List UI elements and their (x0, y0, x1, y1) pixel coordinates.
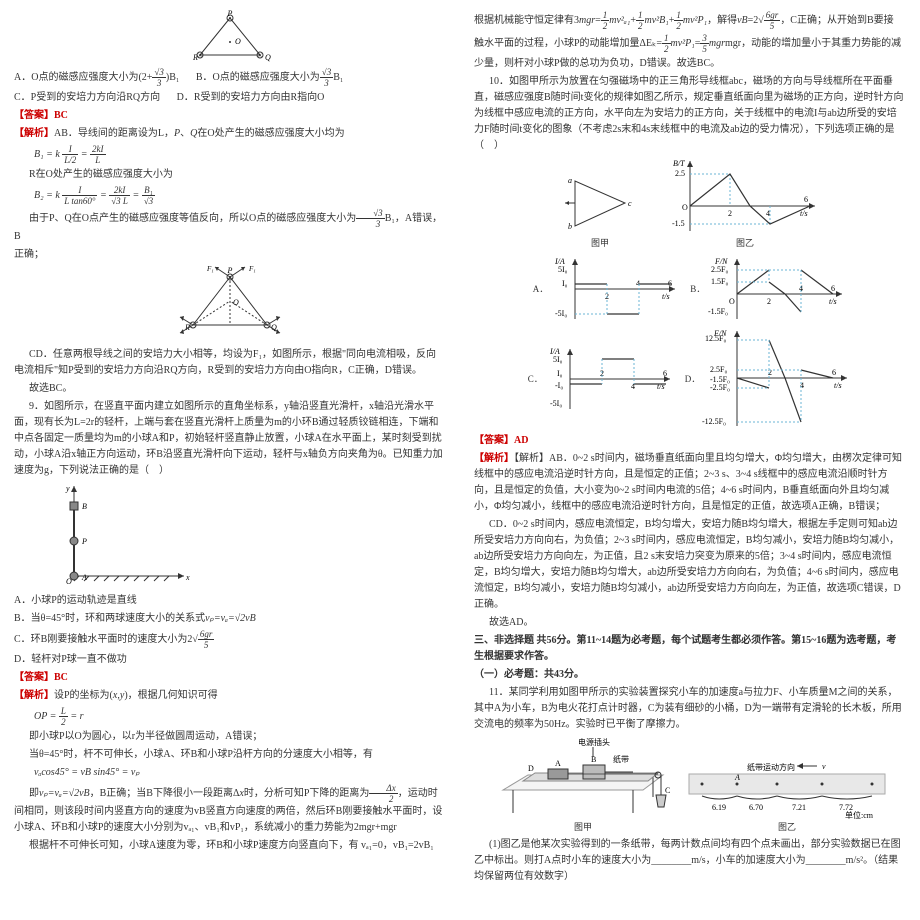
svg-text:纸带: 纸带 (613, 754, 629, 764)
q11-ask: (1)图乙是他某次实验得到的一条纸带，每两计数点间均有四个点未画出，部分实验数据… (474, 837, 906, 885)
section-3: 三、非选择题 共56分。第11~14题为必考题，每个试题考生都必须作答。第15~… (474, 633, 906, 665)
svg-text:2.5: 2.5 (675, 169, 685, 178)
q8-optB: B．O点的磁感应强度大小为 (196, 72, 320, 83)
svg-text:-12.5F₀: -12.5F₀ (702, 417, 726, 426)
fig-triangle-forces: P R Q O F₁F₁ (175, 265, 285, 345)
svg-text:6.19: 6.19 (712, 803, 726, 812)
chart-opt-B: F/Nt/s 2.5F₀1.5F₀ -1.5F₀ O 246 (707, 254, 847, 324)
chart-opt-A: I/At/s 5I₀I₀ -5I₀ 246 (550, 254, 680, 324)
svg-text:x: x (185, 573, 190, 582)
q8-jx-r: R在O处产生的磁感应强度大小为 (14, 167, 446, 183)
fig-tape: 纸带运动方向 v A 6.19 6.70 7.21 7.72 单位:cm (687, 760, 887, 820)
svg-text:1.5F₀: 1.5F₀ (711, 277, 728, 286)
svg-text:c: c (628, 199, 632, 208)
svg-text:12.5F₀: 12.5F₀ (705, 334, 726, 343)
svg-text:-1.5: -1.5 (672, 219, 685, 228)
fig-apparatus: 电源插头 D B A 纸带 (493, 735, 673, 820)
svg-text:5I₀: 5I₀ (558, 265, 568, 274)
fig-jia-triangle: a b c (560, 171, 640, 236)
svg-text:6: 6 (831, 284, 835, 293)
q8-optD: D．R受到的安培力方向由R指向O (177, 90, 325, 106)
svg-text:I₀: I₀ (557, 369, 563, 378)
q8-optC: C．P受到的安培力方向沿RQ方向 (14, 90, 160, 106)
q10-stem: 10．如图甲所示为放置在匀强磁场中的正三角形导线框abc，磁场的方向与导线框所在… (474, 74, 906, 154)
q9-answer: 【答案】BC (14, 672, 68, 683)
svg-text:A: A (734, 773, 740, 782)
q8-jxAB: AB．导线间的距离设为L，P、Q在O处产生的磁感应强度大小均为 (54, 128, 345, 139)
q9-D: D．轻杆对P球一直不做功 (14, 652, 446, 668)
svg-text:4: 4 (766, 209, 770, 218)
q8-answer: 【答案】BC (14, 110, 68, 121)
svg-text:Q: Q (265, 53, 271, 62)
q8-jxCD: CD．任意两根导线之间的安培力大小相等，均设为F₁，如图所示，根据"同向电流相吸… (14, 347, 446, 379)
q10-answer: 【答案】AD (474, 435, 528, 446)
svg-text:P: P (227, 10, 233, 18)
svg-text:t/s: t/s (662, 292, 670, 301)
svg-text:6: 6 (832, 368, 836, 377)
svg-text:F₁: F₁ (248, 265, 256, 273)
svg-text:6: 6 (804, 195, 808, 204)
svg-text:R: R (192, 53, 198, 62)
svg-text:a: a (568, 176, 572, 185)
svg-text:单位:cm: 单位:cm (845, 810, 874, 820)
svg-text:-I₀: -I₀ (555, 381, 563, 390)
svg-text:5I₀: 5I₀ (553, 355, 563, 364)
svg-text:2: 2 (767, 297, 771, 306)
svg-text:O: O (682, 203, 688, 212)
svg-text:2: 2 (728, 209, 732, 218)
q9-stem: 9．如图所示，在竖直平面内建立如图所示的直角坐标系，y轴沿竖直光滑杆，x轴沿光滑… (14, 399, 446, 479)
svg-text:I₀: I₀ (562, 279, 568, 288)
svg-text:b: b (568, 222, 572, 231)
svg-text:C: C (665, 786, 670, 795)
svg-text:×: × (198, 51, 203, 60)
svg-text:O: O (235, 37, 241, 46)
q9-A: A．小球P的运动轨迹是直线 (14, 593, 446, 609)
chart-opt-D: F/Nt/s 12.5F₀ 2.5F₀-1.5F₀ -2.5F₀ -12.5F₀… (702, 326, 852, 431)
svg-text:-1.5F₀: -1.5F₀ (708, 307, 728, 316)
svg-text:2.5F₀: 2.5F₀ (710, 365, 727, 374)
q10-jxCD: CD．0~2 s时间内，感应电流恒定，B均匀增大，安培力随B均匀增大，根据左手定… (474, 517, 906, 613)
svg-text:2.5F₀: 2.5F₀ (711, 265, 728, 274)
q11-stem: 11．某同学利用如图甲所示的实验装置探究小车的加速度a与拉力F、小车质量M之间的… (474, 685, 906, 733)
chart-B-t: B/T t/s O 2.5 -1.5 246 (670, 156, 820, 236)
q9-C: C．环B刚要接触水平面时的速度大小为2 (14, 634, 192, 645)
svg-text:y: y (65, 484, 70, 493)
svg-text:t/s: t/s (829, 297, 837, 306)
svg-text:B/T: B/T (673, 159, 685, 168)
svg-text:O: O (233, 298, 239, 307)
svg-text:P: P (227, 266, 233, 275)
svg-text:7.21: 7.21 (792, 803, 806, 812)
svg-text:O: O (729, 297, 735, 306)
svg-text:B: B (82, 502, 87, 511)
fig-triangle-pqr: × × P R Q O (185, 10, 275, 65)
svg-text:v: v (822, 762, 826, 771)
svg-text:-5I₀: -5I₀ (555, 309, 567, 318)
svg-text:A: A (81, 573, 87, 582)
chart-opt-C: I/At/s 5I₀I₀-I₀ -5I₀ 246 (545, 344, 675, 414)
svg-text:电源插头: 电源插头 (578, 737, 610, 747)
svg-text:6: 6 (663, 369, 667, 378)
svg-text:A: A (555, 759, 561, 768)
svg-text:P: P (81, 537, 87, 546)
svg-text:t/s: t/s (834, 381, 842, 390)
svg-text:-5I₀: -5I₀ (550, 399, 562, 408)
svg-text:纸带运动方向: 纸带运动方向 (747, 762, 795, 772)
svg-text:D: D (528, 764, 534, 773)
q8-optA: A．O点的磁感应强度大小为(2+ (14, 72, 152, 83)
svg-text:B: B (591, 755, 596, 764)
svg-text:×: × (258, 51, 263, 60)
q10-jxAB: 【解析】AB．0~2 s时间内，磁场垂直纸面向里且均匀增大，Φ均匀增大，由楞次定… (474, 453, 902, 512)
svg-text:-2.5F₀: -2.5F₀ (710, 383, 730, 392)
svg-text:6.70: 6.70 (749, 803, 763, 812)
fig-q9: x y O A P B (54, 481, 194, 591)
q9-B: B．当θ=45°时，环和两球速度大小的关系式vₚ=vₐ=√2vB (14, 613, 256, 624)
svg-text:t/s: t/s (657, 382, 665, 391)
svg-text:F₁: F₁ (206, 265, 214, 273)
